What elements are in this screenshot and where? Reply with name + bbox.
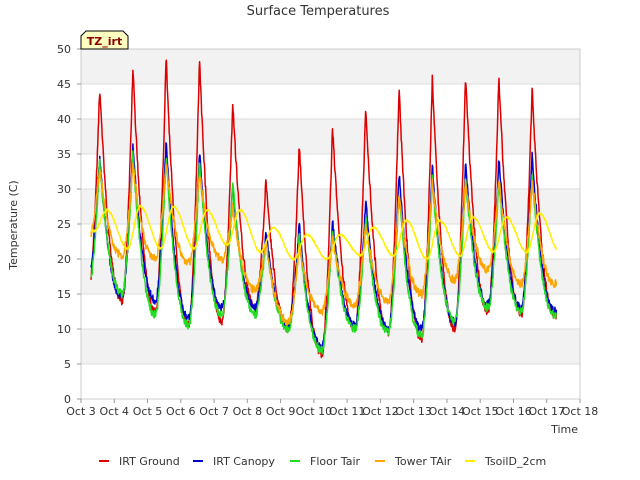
x-tick-label: Oct 11 — [329, 405, 366, 418]
series-line-floor-tair — [90, 150, 558, 355]
legend-item: IRT Canopy — [193, 455, 275, 468]
series-lines — [90, 59, 558, 359]
x-tick-label: Oct 18 — [562, 405, 599, 418]
y-tick-label: 0 — [64, 393, 71, 406]
x-tick-label: Oct 17 — [528, 405, 565, 418]
y-tick-label: 20 — [57, 253, 71, 266]
series-line-tower-tair — [90, 162, 558, 326]
y-tick-label: 10 — [57, 323, 71, 336]
x-tick-label: Oct 6 — [166, 405, 196, 418]
x-axis-ticks: Oct 3 Oct 4 Oct 5 Oct 6 Oct 7 Oct 8 Oct 9 Oct 1… — [66, 399, 598, 418]
y-tick-label: 50 — [57, 43, 71, 56]
x-tick-label: Oct 16 — [495, 405, 532, 418]
site-badge: TZ_irt — [80, 30, 129, 50]
legend-item: Tower TAir — [375, 455, 452, 468]
legend-label: IRT Canopy — [213, 455, 275, 468]
series-line-tsoild-2cm — [90, 204, 558, 261]
legend-label: Tower TAir — [394, 455, 452, 468]
site-badge-label: TZ_irt — [87, 35, 122, 48]
plot-band — [81, 119, 580, 154]
plot-band — [81, 329, 580, 364]
plot-band — [81, 84, 580, 119]
plot-band — [81, 49, 580, 84]
x-axis-title: Time — [550, 423, 578, 436]
y-tick-label: 40 — [57, 113, 71, 126]
y-axis-title: Temperature (C) — [7, 180, 20, 270]
x-tick-label: Oct 12 — [362, 405, 399, 418]
x-tick-label: Oct 8 — [233, 405, 263, 418]
x-tick-label: Oct 10 — [296, 405, 333, 418]
plot-band — [81, 294, 580, 329]
y-tick-label: 15 — [57, 288, 71, 301]
legend-label: Floor Tair — [310, 455, 361, 468]
x-tick-label: Oct 15 — [462, 405, 499, 418]
y-tick-label: 5 — [64, 358, 71, 371]
y-tick-label: 45 — [57, 78, 71, 91]
legend-label: TsoilD_2cm — [484, 455, 546, 468]
x-tick-label: Oct 5 — [133, 405, 163, 418]
x-tick-label: Oct 3 — [66, 405, 96, 418]
legend-item: TsoilD_2cm — [465, 455, 546, 468]
legend-item: Floor Tair — [290, 455, 361, 468]
x-tick-label: Oct 7 — [199, 405, 229, 418]
y-tick-label: 35 — [57, 148, 71, 161]
y-axis-ticks: 0 5 10 15 20 25 30 35 40 45 50 — [57, 43, 81, 406]
y-tick-label: 30 — [57, 183, 71, 196]
chart-title: Surface Temperatures — [247, 4, 390, 19]
x-tick-label: Oct 4 — [100, 405, 130, 418]
plot-band — [81, 364, 580, 399]
legend-item: IRT Ground — [99, 455, 180, 468]
legend: IRT Ground IRT Canopy Floor Tair Tower TAir… — [99, 455, 546, 468]
y-tick-label: 25 — [57, 218, 71, 231]
x-tick-label: Oct 14 — [429, 405, 466, 418]
site-badge-box — [80, 30, 129, 50]
x-tick-label: Oct 13 — [395, 405, 432, 418]
legend-label: IRT Ground — [119, 455, 180, 468]
x-tick-label: Oct 9 — [266, 405, 296, 418]
